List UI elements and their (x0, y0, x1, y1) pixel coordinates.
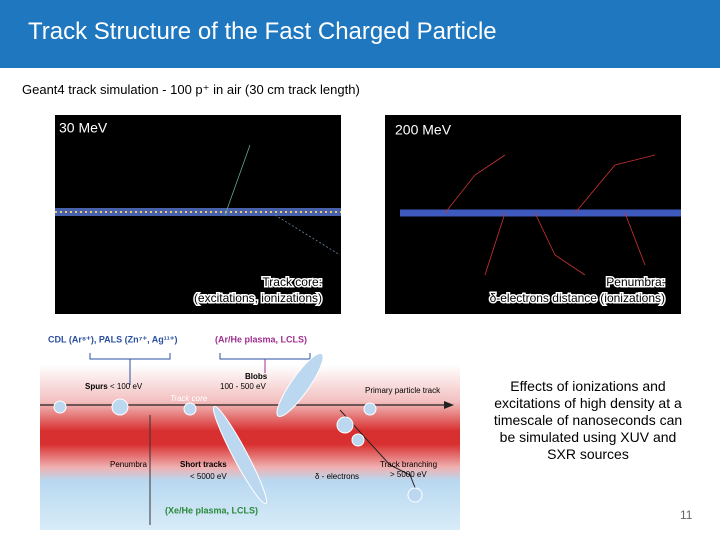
caption: Track core: (262, 275, 322, 289)
source-label: CDL (Ar⁸⁺), PALS (Zn⁷⁺, Ag¹¹⁺) (48, 334, 178, 344)
title: Track Structure of the Fast Charged Part… (28, 18, 497, 45)
text-line: excitations of high density at a (494, 395, 682, 411)
text-line: Effects of ionizations and (510, 378, 666, 394)
label: Spurs (85, 382, 108, 391)
text-line: timescale of nanoseconds can (493, 412, 683, 428)
label: Blobs (245, 372, 268, 381)
diagram: CDL (Ar⁸⁺), PALS (Zn⁷⁺, Ag¹¹⁺) (Ar/He pl… (40, 334, 460, 530)
caption: (excitations, ionizations) (194, 291, 322, 305)
label: Track core (170, 394, 208, 403)
spurs (53, 398, 377, 416)
panel-label: 30 MeV (59, 120, 108, 136)
label: 100 - 500 eV (220, 382, 266, 391)
label: Penumbra (110, 460, 147, 469)
brackets (89, 353, 311, 360)
blob (276, 352, 324, 418)
label: Primary particle track (365, 386, 441, 395)
track-image-30: 30 MeV Track core: (excitations, ionizat… (55, 115, 341, 314)
delta-rays (444, 154, 656, 276)
page-number: 11 (680, 508, 693, 522)
source-label: (Xe/He plasma, LCLS) (165, 505, 258, 515)
track-field (40, 365, 460, 530)
label: δ - electrons (315, 472, 359, 481)
label: Track branching (380, 460, 437, 469)
caption: δ-electrons distance (ionizations) (490, 291, 665, 305)
text-line: SXR sources (547, 446, 629, 462)
panel-label: 200 MeV (395, 122, 452, 138)
branch-spurs (336, 416, 423, 503)
caption: Penumbra: (606, 275, 665, 289)
delta-ray (224, 144, 251, 216)
delta-ray (274, 214, 341, 256)
label: > 5000 eV (390, 470, 427, 479)
side-text: Effects of ionizations and excitations o… (462, 378, 714, 463)
header-bar (0, 0, 720, 68)
track-image-200: 200 MeV Penumbra: δ-electrons distance (… (385, 115, 681, 314)
label: < 5000 eV (190, 472, 227, 481)
text-line: be simulated using XUV and (499, 429, 677, 445)
source-label: (Ar/He plasma, LCLS) (215, 334, 307, 344)
label: < 100 eV (110, 382, 143, 391)
subtitle: Geant4 track simulation - 100 p⁺ in air … (22, 82, 360, 97)
label: Short tracks (180, 460, 227, 469)
short-track (212, 405, 268, 505)
arrowhead (444, 401, 454, 409)
